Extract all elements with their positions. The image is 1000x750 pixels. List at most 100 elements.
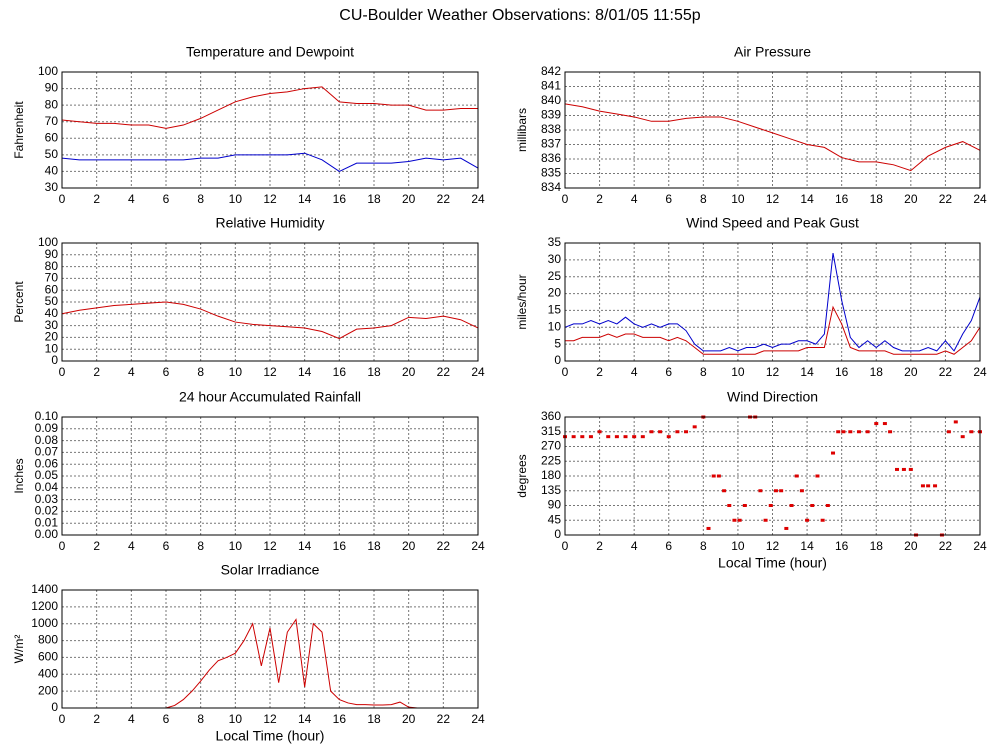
y-tick-label: 0.02 — [35, 504, 59, 518]
plot-frame — [564, 71, 981, 189]
x-tick-label: 22 — [939, 539, 953, 553]
data-point — [666, 435, 671, 439]
x-tick-label: 18 — [367, 539, 381, 553]
x-tick-label: 8 — [197, 539, 204, 553]
x-tick-label: 24 — [471, 192, 485, 206]
data-point — [732, 518, 737, 522]
plot-frame — [61, 71, 479, 189]
y-tick-label: 800 — [38, 633, 58, 647]
data-point — [716, 474, 721, 478]
x-tick-label: 16 — [835, 539, 849, 553]
x-tick-label: 16 — [835, 192, 849, 206]
y-tick-label: 10 — [45, 341, 59, 355]
y-tick-label: 100 — [38, 64, 58, 78]
y-tick-label: 0 — [51, 353, 58, 367]
x-tick-label: 22 — [939, 365, 953, 379]
y-axis-label: millibars — [515, 108, 529, 152]
x-tick-label: 12 — [766, 192, 780, 206]
x-tick-label: 16 — [835, 365, 849, 379]
y-tick-label: 60 — [45, 130, 59, 144]
data-point — [706, 526, 711, 530]
data-point — [815, 474, 820, 478]
y-tick-label: 600 — [38, 650, 58, 664]
x-tick-label: 18 — [367, 192, 381, 206]
y-tick-label: 80 — [45, 259, 59, 273]
data-point — [773, 489, 778, 493]
x-tick-label: 4 — [631, 192, 638, 206]
x-tick-label: 24 — [471, 539, 485, 553]
x-tick-label: 16 — [333, 365, 347, 379]
y-tick-label: 834 — [541, 180, 561, 194]
plot-frame — [61, 242, 479, 362]
x-tick-label: 12 — [263, 365, 277, 379]
y-tick-label: 45 — [548, 512, 562, 526]
data-point — [722, 489, 727, 493]
data-point — [820, 518, 825, 522]
x-tick-label: 20 — [402, 192, 416, 206]
x-tick-label: 0 — [562, 539, 569, 553]
x-tick-label: 10 — [229, 365, 243, 379]
x-tick-label: 22 — [437, 365, 451, 379]
x-tick-label: 10 — [731, 539, 745, 553]
x-tick-label: 24 — [973, 539, 987, 553]
page-title: CU-Boulder Weather Observations: 8/01/05… — [339, 7, 700, 24]
x-tick-label: 10 — [229, 192, 243, 206]
y-tick-label: 0.08 — [35, 433, 59, 447]
y-tick-label: 30 — [45, 318, 59, 332]
x-tick-label: 4 — [128, 712, 135, 726]
x-tick-label: 20 — [904, 192, 918, 206]
x-tick-label: 4 — [128, 192, 135, 206]
data-point — [960, 435, 965, 439]
data-point — [649, 430, 654, 434]
x-tick-label: 2 — [93, 192, 100, 206]
x-tick-label: 2 — [93, 365, 100, 379]
y-tick-label: 0.05 — [35, 468, 59, 482]
data-point — [784, 526, 789, 530]
data-point — [623, 435, 628, 439]
x-tick-label: 10 — [731, 192, 745, 206]
panel-title: Solar Irradiance — [221, 562, 320, 578]
data-point — [768, 504, 773, 507]
x-tick-label: 0 — [562, 365, 569, 379]
y-tick-label: 30 — [548, 252, 562, 266]
data-point — [597, 430, 602, 434]
panel-title: Temperature and Dewpoint — [186, 44, 354, 60]
data-point — [882, 422, 887, 426]
plot-frame — [61, 416, 479, 536]
x-tick-label: 20 — [402, 539, 416, 553]
y-tick-label: 315 — [541, 424, 561, 438]
x-tick-label: 6 — [163, 712, 170, 726]
data-point — [888, 430, 893, 434]
x-tick-label: 16 — [333, 539, 347, 553]
data-point — [841, 430, 846, 434]
data-point — [874, 422, 879, 426]
y-tick-label: 225 — [541, 453, 561, 467]
y-tick-label: 135 — [541, 483, 561, 497]
y-tick-label: 50 — [45, 294, 59, 308]
panel-title: Air Pressure — [734, 44, 811, 60]
y-tick-label: 0 — [51, 700, 58, 714]
data-point — [727, 504, 732, 507]
x-tick-label: 22 — [437, 539, 451, 553]
data-point — [640, 435, 645, 439]
x-tick-label: 14 — [800, 192, 814, 206]
y-tick-label: 70 — [45, 114, 59, 128]
y-tick-label: 360 — [541, 409, 561, 423]
data-point — [926, 484, 931, 488]
x-tick-label: 14 — [298, 192, 312, 206]
x-tick-label: 24 — [471, 712, 485, 726]
x-tick-label: 4 — [631, 539, 638, 553]
x-tick-label: 14 — [800, 365, 814, 379]
x-tick-label: 6 — [163, 539, 170, 553]
x-tick-label: 10 — [229, 712, 243, 726]
x-tick-label: 6 — [665, 539, 672, 553]
y-tick-label: 839 — [541, 108, 561, 122]
y-tick-label: 0.09 — [35, 421, 59, 435]
y-tick-label: 0.06 — [35, 456, 59, 470]
y-tick-label: 90 — [45, 81, 59, 95]
data-point — [684, 430, 689, 434]
y-tick-label: 35 — [548, 235, 562, 249]
x-tick-label: 20 — [904, 365, 918, 379]
data-point — [865, 430, 870, 434]
